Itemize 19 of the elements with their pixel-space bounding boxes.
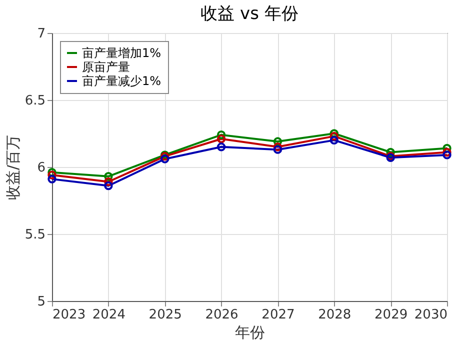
y-tick-label: 7 bbox=[37, 26, 46, 42]
x-tick-label: 2028 bbox=[318, 308, 352, 322]
x-tick-label: 2027 bbox=[262, 308, 295, 322]
x-tick-label: 2024 bbox=[92, 308, 126, 322]
y-tick-label: 5 bbox=[37, 294, 46, 310]
legend-label: 亩产量减少1% bbox=[82, 74, 162, 88]
x-tick-label: 2025 bbox=[148, 308, 182, 322]
x-tick-label: 2030 bbox=[414, 308, 448, 322]
chart-title: 收益 vs 年份 bbox=[200, 4, 298, 24]
legend-label: 原亩产量 bbox=[82, 60, 130, 74]
y-axis-title: 收益/百万 bbox=[4, 134, 22, 200]
y-tick-label: 6.5 bbox=[24, 94, 46, 108]
y-tick-label: 6 bbox=[37, 160, 46, 176]
x-axis-title: 年份 bbox=[235, 324, 265, 342]
x-tick-label: 2026 bbox=[205, 308, 238, 322]
x-tick-label: 2029 bbox=[374, 308, 408, 322]
x-tick-label: 2023 bbox=[52, 308, 86, 322]
legend-label: 亩产量增加1% bbox=[82, 46, 162, 60]
y-tick-label: 5.5 bbox=[24, 228, 46, 242]
